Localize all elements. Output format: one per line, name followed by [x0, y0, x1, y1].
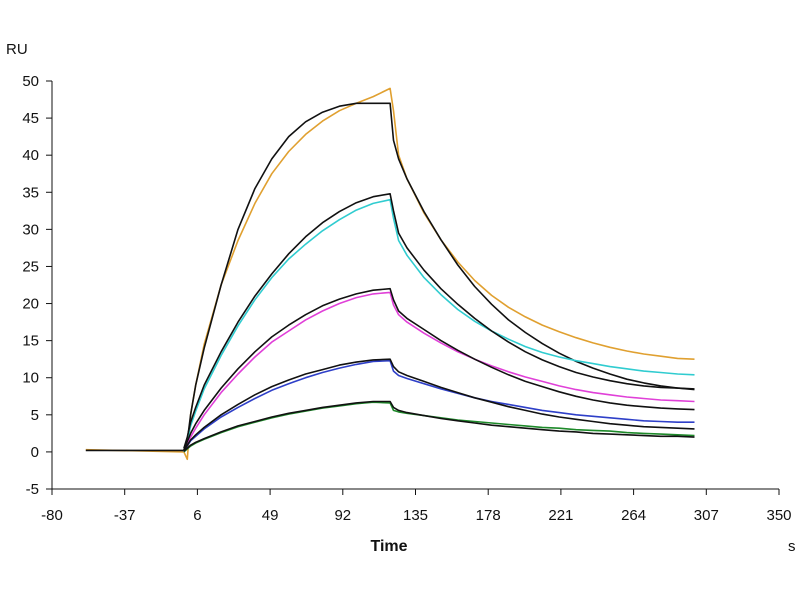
- x-ticks: -80 -37 6 49 92 135 178 221 264 307 350: [41, 489, 792, 524]
- x-tick-label: 221: [548, 507, 573, 524]
- y-tick-label: 25: [22, 258, 39, 275]
- series-line-curve-2-fit: [183, 193, 695, 449]
- y-tick-label: 50: [22, 73, 39, 90]
- x-axis-title: Time: [370, 538, 407, 555]
- series-line-curve-1-fit: [85, 102, 695, 452]
- y-tick-label: 20: [22, 296, 39, 313]
- y-tick-label: 35: [22, 184, 39, 201]
- x-tick-label: 178: [476, 507, 501, 524]
- x-tick-label: 6: [193, 507, 201, 524]
- y-tick-label: 0: [31, 444, 39, 461]
- x-axis-unit: s: [788, 538, 796, 555]
- y-tick-label: 10: [22, 370, 39, 387]
- y-axis-label: RU: [6, 41, 28, 58]
- x-tick-label: 49: [262, 507, 279, 524]
- series-line-curve-3-measured: [183, 291, 695, 453]
- y-tick-label: 30: [22, 221, 39, 238]
- series-line-curve-5-fit: [183, 400, 695, 452]
- x-tick-label: 92: [334, 507, 351, 524]
- series-layer: [85, 87, 695, 461]
- x-tick-label: 350: [766, 507, 791, 524]
- y-ticks: -5 0 5 10 15 20 25 30 35 40 45 50: [22, 73, 52, 498]
- y-tick-label: 15: [22, 333, 39, 350]
- series-line-curve-5-measured: [183, 401, 695, 453]
- y-tick-label: 5: [31, 407, 39, 424]
- series-line-curve-2-measured: [183, 198, 695, 453]
- x-tick-label: -80: [41, 507, 63, 524]
- series-line-curve-3-fit: [183, 287, 695, 451]
- x-tick-label: 307: [694, 507, 719, 524]
- y-tick-label: -5: [26, 481, 39, 498]
- x-tick-label: -37: [114, 507, 136, 524]
- y-tick-label: 40: [22, 147, 39, 164]
- x-tick-label: 264: [621, 507, 646, 524]
- series-line-curve-4-measured: [183, 359, 695, 453]
- x-tick-label: 135: [403, 507, 428, 524]
- series-line-curve-4-fit: [183, 358, 695, 451]
- y-tick-label: 45: [22, 110, 39, 127]
